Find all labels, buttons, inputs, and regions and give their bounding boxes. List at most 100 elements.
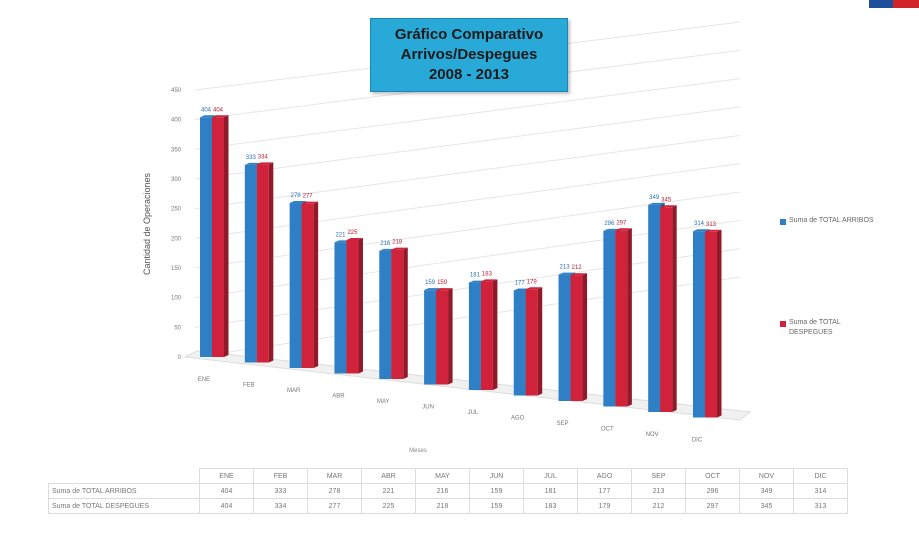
bar-despegues-sep — [570, 275, 583, 401]
bar-side — [268, 162, 274, 363]
data-table-cell: 278 — [307, 483, 362, 499]
y-tick-label: 100 — [171, 296, 182, 302]
data-table: ENE FEB MAR ABR MAY JUN JUL AGO SEP OCT NOV DIC Sum… — [48, 468, 848, 514]
bar-top — [289, 201, 307, 204]
data-table-cell: 221 — [361, 483, 416, 499]
bar-despegues-mar — [301, 203, 314, 368]
bar-side — [224, 115, 229, 357]
data-table-row-label: Suma de TOTAL ARRIBOS — [48, 483, 200, 499]
data-label: 159 — [437, 280, 448, 286]
legend-label-arribos: Suma de TOTAL ARRIBOS — [789, 217, 874, 224]
data-label: 313 — [706, 222, 717, 228]
bar-side — [358, 238, 363, 374]
data-table-cell: 212 — [631, 498, 686, 514]
bar-side — [492, 279, 498, 390]
x-tick-label: AGO — [511, 416, 525, 422]
data-label: 216 — [380, 241, 391, 247]
x-tick-label: SEP — [557, 421, 569, 427]
data-table-cell: 404 — [199, 483, 254, 499]
x-tick-label: NOV — [646, 432, 659, 438]
data-table-cell: 296 — [685, 483, 740, 499]
y-tick-label: 350 — [171, 147, 182, 153]
bar-top — [660, 205, 677, 208]
data-table-cell: 404 — [199, 498, 254, 514]
bar-top — [570, 273, 588, 276]
data-table-cell: 225 — [361, 498, 416, 514]
bar-arribos-ene — [200, 117, 212, 357]
y-tick-label: 50 — [174, 325, 181, 331]
bar-despegues-nov — [660, 207, 673, 412]
data-table-cell: 349 — [739, 483, 794, 499]
bar-side — [717, 229, 722, 418]
data-label: 212 — [572, 265, 583, 271]
data-table-cell: 181 — [523, 483, 578, 499]
gridline — [194, 78, 741, 150]
data-table-cell: 333 — [253, 483, 308, 499]
bar-arribos-nov — [648, 204, 661, 412]
bar-side — [448, 288, 453, 385]
bar-despegues-abr — [346, 240, 359, 374]
data-label: 213 — [560, 265, 571, 271]
data-table-header-cell: OCT — [685, 468, 740, 484]
data-table-cell: 216 — [415, 483, 470, 499]
data-label: 183 — [482, 271, 493, 277]
data-table-cell: 159 — [469, 483, 524, 499]
data-table-cell: 213 — [631, 483, 686, 499]
x-tick-label: OCT — [601, 427, 614, 433]
data-label: 404 — [213, 107, 224, 113]
x-axis-label: Meses — [409, 448, 427, 454]
bar-side — [403, 247, 408, 379]
data-table-cell: 183 — [523, 498, 578, 514]
data-label: 278 — [291, 193, 302, 199]
y-tick-label: 150 — [171, 266, 182, 272]
data-label: 349 — [649, 195, 660, 201]
brand-corner-flag — [869, 0, 919, 8]
data-table-header-cell: AGO — [577, 468, 632, 484]
x-tick-label: MAY — [377, 399, 390, 405]
y-tick-label: 200 — [171, 236, 182, 242]
data-table-cell: 297 — [685, 498, 740, 514]
bar-arribos-ago — [513, 290, 526, 396]
x-tick-label: JUN — [422, 405, 434, 411]
bar-top — [346, 238, 363, 240]
data-label: 159 — [425, 280, 436, 286]
data-table-header-cell: MAR — [307, 468, 362, 484]
bar-top — [200, 115, 217, 118]
bar-arribos-sep — [558, 274, 571, 401]
data-table-header-cell: NOV — [739, 468, 794, 484]
y-axis-label: Cantidad de Operaciones — [142, 172, 152, 275]
gridline — [194, 106, 741, 180]
bar-arribos-oct — [603, 230, 616, 407]
bar-despegues-dic — [705, 231, 717, 418]
bar-side — [537, 287, 543, 396]
bar-side — [672, 205, 677, 412]
data-table-cell: 314 — [793, 483, 848, 499]
x-tick-label: ABR — [332, 394, 345, 400]
gridline — [194, 134, 741, 210]
bar-arribos-jun — [424, 290, 437, 385]
data-table-cell: 179 — [577, 498, 632, 514]
bar-side — [313, 201, 319, 368]
data-label: 314 — [694, 221, 705, 227]
data-table-cell: 177 — [577, 483, 632, 499]
data-label: 297 — [616, 220, 627, 226]
bar-despegues-feb — [256, 164, 269, 363]
data-label: 177 — [515, 280, 526, 286]
bar-top — [301, 201, 319, 204]
bar-arribos-abr — [334, 242, 347, 374]
bar-arribos-mar — [289, 203, 302, 368]
bar-top — [705, 229, 722, 232]
chart-canvas: 0 50 100 150 200 250 300 350 400 450 Cantidad de O… — [142, 21, 752, 454]
x-tick-label: DIC — [692, 438, 703, 444]
bar-top — [436, 288, 453, 291]
data-table-header-cell: ABR — [361, 468, 416, 484]
x-tick-label: MAR — [287, 388, 301, 394]
bar-top — [525, 287, 543, 290]
data-table-header-cell: JUL — [523, 468, 578, 484]
chart-title-line-2: Arrivos/Despegues — [400, 46, 538, 63]
gridline — [194, 163, 741, 239]
bar-top — [212, 115, 229, 118]
bar-arribos-may — [379, 250, 392, 379]
bar-despegues-ago — [525, 289, 538, 396]
legend-label-despegues: Suma de TOTAL DESPEGUES — [789, 319, 841, 336]
